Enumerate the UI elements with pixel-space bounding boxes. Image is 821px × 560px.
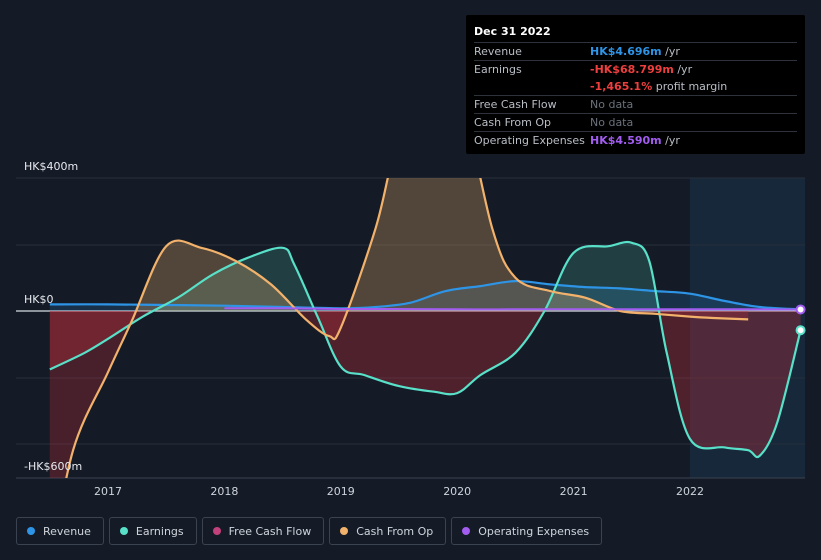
tooltip-row-operating-expenses: Operating Expenses HK$4.590m /yr — [474, 132, 797, 149]
tooltip-value: HK$4.696m — [590, 45, 662, 58]
tooltip-label: Earnings — [474, 63, 522, 76]
legend-label: Revenue — [43, 524, 91, 538]
cash-from-op-area-negative — [49, 311, 749, 478]
tooltip-label — [474, 78, 590, 95]
tooltip-value: -1,465.1% — [590, 80, 653, 93]
legend-dot-icon — [119, 527, 128, 535]
earnings-area-negative — [49, 311, 801, 458]
legend-item-earnings[interactable]: Earnings — [108, 517, 197, 545]
x-tick-label: 2020 — [443, 485, 471, 498]
tooltip-label: Cash From Op — [474, 116, 552, 129]
legend-dot-icon — [212, 527, 221, 535]
forecast-region — [690, 178, 805, 478]
chart-legend: Revenue Earnings Free Cash Flow Cash Fro… — [16, 517, 603, 545]
tooltip-unit: /yr — [661, 134, 680, 147]
tooltip-value: -HK$68.799m — [590, 63, 674, 76]
legend-item-operating-expenses[interactable]: Operating Expenses — [451, 517, 603, 545]
tooltip-label: Operating Expenses — [474, 134, 585, 147]
legend-label: Operating Expenses — [478, 524, 590, 538]
tooltip-row-revenue: Revenue HK$4.696m /yr — [474, 43, 797, 61]
legend-item-revenue[interactable]: Revenue — [16, 517, 104, 545]
tooltip-label: Revenue — [474, 45, 522, 58]
legend-item-free-cash-flow[interactable]: Free Cash Flow — [201, 517, 325, 545]
tooltip-value: HK$4.590m — [590, 134, 662, 147]
tooltip-date: Dec 31 2022 — [474, 21, 797, 43]
x-tick-label: 2019 — [327, 485, 355, 498]
x-tick-label: 2022 — [676, 485, 704, 498]
cash-from-op-area-positive — [49, 178, 749, 311]
tooltip-value: No data — [590, 116, 634, 129]
operating-expenses-line — [224, 307, 801, 311]
legend-dot-icon — [340, 527, 349, 535]
operating-expenses-endpoint — [795, 304, 806, 315]
x-tick-label: 2017 — [94, 485, 122, 498]
tooltip-unit: profit margin — [652, 80, 728, 93]
tooltip-row-earnings: Earnings -HK$68.799m /yr — [474, 61, 797, 78]
earnings-area-positive — [49, 242, 801, 311]
data-tooltip: Dec 31 2022 Revenue HK$4.696m /yr Earnin… — [466, 15, 805, 154]
tooltip-row-free-cash-flow: Free Cash Flow No data — [474, 96, 797, 114]
legend-dot-icon — [27, 527, 35, 535]
tooltip-row-cash-from-op: Cash From Op No data — [474, 114, 797, 132]
legend-label: Free Cash Flow — [228, 524, 312, 538]
revenue-line — [49, 279, 801, 311]
tooltip-value: No data — [590, 98, 634, 111]
y-axis-bottom-label: -HK$600m — [24, 460, 83, 473]
y-axis-top-label: HK$400m — [24, 160, 79, 173]
earnings-line — [49, 240, 802, 459]
x-tick-label: 2018 — [210, 485, 238, 498]
legend-item-cash-from-op[interactable]: Cash From Op — [329, 517, 447, 545]
tooltip-unit: /yr — [673, 63, 693, 76]
x-tick-label: 2021 — [560, 485, 588, 498]
cash-from-op-line — [65, 178, 749, 478]
tooltip-unit: /yr — [661, 45, 680, 58]
earnings-endpoint — [795, 325, 806, 336]
legend-dot-icon — [462, 527, 471, 535]
y-axis-zero-label: HK$0 — [24, 293, 54, 306]
tooltip-row-profit-margin: -1,465.1% profit margin — [474, 78, 797, 96]
legend-label: Earnings — [135, 524, 184, 538]
tooltip-label: Free Cash Flow — [474, 98, 557, 111]
legend-label: Cash From Op — [356, 524, 434, 538]
